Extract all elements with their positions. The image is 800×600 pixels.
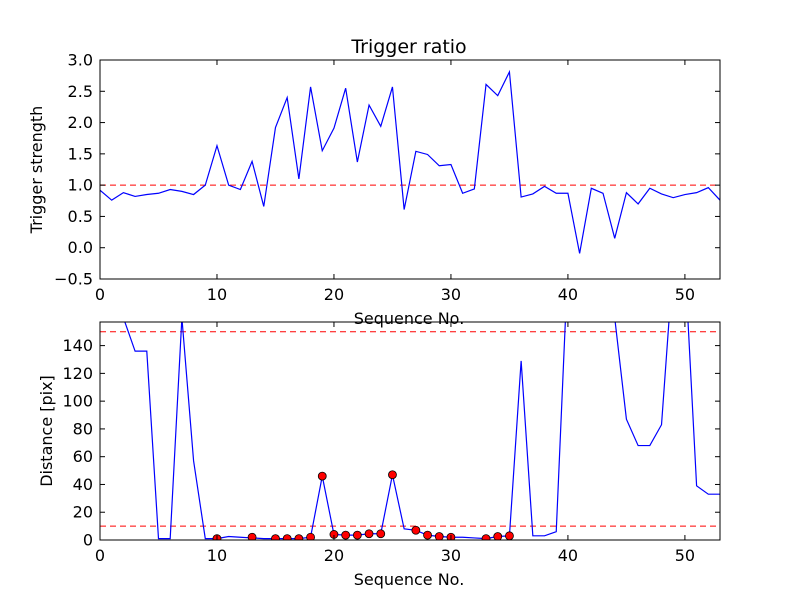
data-point-marker bbox=[364, 529, 374, 539]
data-point-marker bbox=[271, 534, 280, 540]
data-point-marker bbox=[481, 534, 491, 540]
data-point-marker bbox=[247, 532, 257, 540]
y-tick-label: 40 bbox=[73, 475, 93, 494]
data-point-marker bbox=[388, 470, 397, 480]
data-point-marker bbox=[434, 532, 444, 540]
data-point-marker bbox=[423, 530, 432, 540]
y-tick-label: 2.0 bbox=[68, 113, 93, 132]
y-tick-label: 0.0 bbox=[68, 238, 93, 257]
series-line bbox=[100, 69, 720, 254]
y-tick-label: 3.0 bbox=[68, 51, 93, 70]
data-point-marker bbox=[282, 534, 292, 540]
data-point-marker bbox=[411, 525, 421, 535]
x-tick-label: 10 bbox=[207, 546, 227, 565]
x-axis-label: Sequence No. bbox=[354, 570, 465, 589]
y-tick-label: 140 bbox=[62, 336, 93, 355]
y-tick-label: 2.5 bbox=[68, 82, 93, 101]
x-tick-label: 0 bbox=[95, 285, 105, 304]
x-tick-label: 40 bbox=[558, 285, 578, 304]
y-tick-label: 120 bbox=[62, 364, 93, 383]
x-axis-label: Sequence No. bbox=[354, 309, 465, 328]
series-line bbox=[124, 322, 720, 540]
y-tick-labels: 0 20 40 60 80 100 120 140 bbox=[62, 336, 93, 549]
data-point-marker bbox=[294, 534, 304, 540]
x-tick-label: 30 bbox=[441, 285, 461, 304]
tick-marks bbox=[99, 322, 720, 541]
x-tick-labels: 0 10 20 30 40 50 bbox=[95, 546, 695, 565]
y-tick-label: 100 bbox=[62, 392, 93, 411]
x-tick-label: 50 bbox=[675, 285, 695, 304]
plot-area bbox=[100, 69, 720, 254]
x-tick-label: 20 bbox=[324, 285, 344, 304]
y-tick-label: 1.0 bbox=[68, 176, 93, 195]
x-tick-label: 40 bbox=[558, 546, 578, 565]
data-point-marker bbox=[376, 529, 386, 539]
trigger-ratio-chart: Trigger ratio 0 10 20 30 40 50 −0.5 0.0 0.5 1.0 1… bbox=[27, 36, 721, 328]
y-tick-label: 60 bbox=[73, 447, 93, 466]
plot-area bbox=[100, 322, 720, 540]
y-tick-label: 0 bbox=[83, 531, 93, 550]
axes-frame bbox=[99, 321, 721, 541]
y-tick-label: 80 bbox=[73, 419, 93, 438]
x-tick-labels: 0 10 20 30 40 50 bbox=[95, 285, 695, 304]
y-tick-label: −0.5 bbox=[54, 270, 93, 289]
x-tick-label: 0 bbox=[95, 546, 105, 565]
y-tick-label: 1.5 bbox=[68, 144, 93, 163]
x-tick-label: 20 bbox=[324, 546, 344, 565]
data-point-marker bbox=[306, 532, 315, 540]
y-tick-label: 0.5 bbox=[68, 207, 93, 226]
x-tick-label: 10 bbox=[207, 285, 227, 304]
data-point-marker bbox=[493, 532, 503, 540]
y-tick-labels: −0.5 0.0 0.5 1.0 1.5 2.0 2.5 3.0 bbox=[54, 51, 93, 289]
data-point-marker bbox=[505, 531, 514, 540]
axes-frame bbox=[99, 59, 721, 280]
distance-chart: 0 10 20 30 40 50 0 20 40 60 80 100 120 140 Sequence … bbox=[37, 321, 721, 589]
x-tick-label: 30 bbox=[441, 546, 461, 565]
data-point-marker bbox=[317, 471, 327, 481]
y-axis-label: Trigger strength bbox=[27, 106, 46, 235]
y-tick-label: 20 bbox=[73, 503, 93, 522]
tick-marks bbox=[99, 59, 720, 280]
data-point-marker bbox=[341, 530, 351, 540]
x-tick-label: 50 bbox=[675, 546, 695, 565]
chart-title: Trigger ratio bbox=[350, 36, 466, 58]
data-point-marker bbox=[352, 530, 362, 540]
y-axis-label: Distance [pix] bbox=[37, 375, 56, 487]
